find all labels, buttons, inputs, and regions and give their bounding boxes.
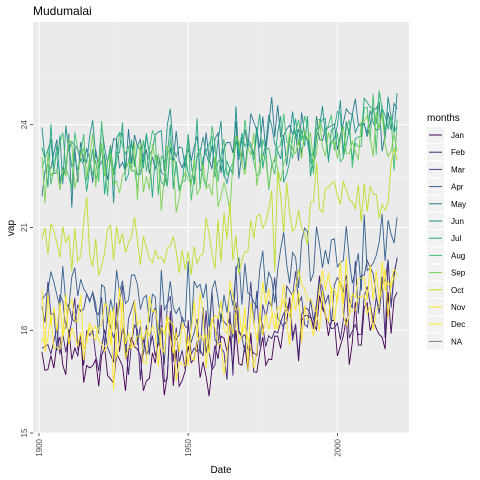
y-axis-label: vap <box>6 220 17 237</box>
series-line-dec <box>41 261 398 390</box>
series-lines <box>41 90 398 397</box>
legend-item-jun: Jun <box>451 217 464 226</box>
y-tick-label: 15 <box>20 428 29 437</box>
legend-item-na: NA <box>451 337 463 346</box>
legend-item-sep: Sep <box>451 269 466 278</box>
legend-item-apr: Apr <box>451 183 464 192</box>
x-axis-ticks: 1900 1950 2000 <box>35 433 342 457</box>
series-line-jul <box>41 91 398 198</box>
legend-title: months <box>427 113 460 124</box>
series-line-jan <box>41 292 398 397</box>
series-line-aug <box>41 90 398 201</box>
legend-item-dec: Dec <box>451 320 465 329</box>
legend-item-nov: Nov <box>451 303 465 312</box>
legend: months Jan Feb Mar Apr May Jun Jul Aug Sep Oct Nov… <box>427 113 466 350</box>
series-line-oct <box>41 148 398 276</box>
x-tick-label: 1900 <box>35 438 44 456</box>
y-tick-label: 18 <box>20 325 29 334</box>
legend-item-may: May <box>451 200 466 209</box>
series-line-sep <box>41 111 398 213</box>
chart-title: Mudumalai <box>33 4 92 18</box>
x-tick-label: 1950 <box>184 438 193 456</box>
x-tick-label: 2000 <box>333 438 342 456</box>
legend-item-mar: Mar <box>451 165 465 174</box>
legend-item-oct: Oct <box>451 286 464 295</box>
legend-item-feb: Feb <box>451 148 465 157</box>
series-line-nov <box>41 257 398 371</box>
y-tick-label: 21 <box>20 223 29 232</box>
legend-item-jul: Jul <box>451 234 461 243</box>
legend-item-jan: Jan <box>451 131 464 140</box>
series-line-may <box>41 96 398 208</box>
y-tick-label: 24 <box>20 120 29 129</box>
legend-item-aug: Aug <box>451 251 465 260</box>
x-axis-label: Date <box>210 465 232 476</box>
y-axis-ticks: 15 18 21 24 <box>20 120 33 437</box>
